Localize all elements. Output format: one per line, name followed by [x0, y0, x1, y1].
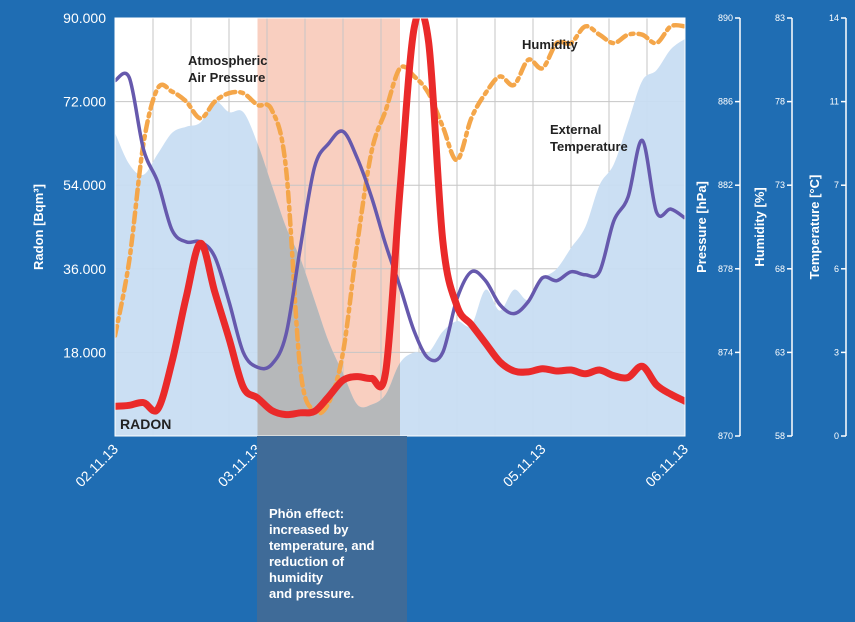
axis-tick-label-2: 83	[775, 13, 785, 23]
radon-axis-label: Radon [Bqm³]	[31, 184, 46, 270]
axis-tick-label-2: 68	[775, 264, 785, 274]
radon-tick-label: 72.000	[63, 94, 106, 110]
axis-label-1: Pressure [hPa]	[694, 181, 709, 273]
axis-tick-label-1: 882	[718, 180, 733, 190]
pressure-area-band-group	[257, 143, 400, 436]
humidity-series-label: Humidity	[522, 37, 578, 52]
axis-tick-label-2: 73	[775, 180, 785, 190]
axis-tick-label-2: 63	[775, 347, 785, 357]
axis-tick-label-1: 874	[718, 347, 733, 357]
x-tick-label: 02.11.13	[72, 441, 121, 490]
axis-label-3: Temperature [°C]	[807, 175, 822, 280]
pressure-series-label: Atmospheric Air Pressure	[188, 53, 267, 85]
axis-tick-label-1: 870	[718, 431, 733, 441]
radon-tick-label: 36.000	[63, 261, 106, 277]
axis-tick-label-3: 6	[834, 264, 839, 274]
axis-tick-label-3: 7	[834, 180, 839, 190]
axis-tick-label-1: 890	[718, 13, 733, 23]
axis-tick-label-3: 0	[834, 431, 839, 441]
radon-line	[115, 18, 685, 419]
axis-tick-label-3: 11	[830, 97, 839, 107]
radon-series-label: RADON	[120, 416, 171, 432]
humidity-line	[115, 22, 685, 416]
radon-tick-label: 90.000	[63, 10, 106, 26]
axis-label-2: Humidity [%]	[752, 187, 767, 266]
temperature-series-label: External Temperature	[550, 122, 628, 154]
radon-tick-label: 18.000	[63, 344, 106, 360]
x-tick-label: 06.11.13	[642, 441, 691, 490]
axis-tick-label-3: 14	[829, 13, 839, 23]
axis-tick-label-2: 78	[775, 97, 785, 107]
axis-tick-label-2: 58	[775, 431, 785, 441]
axis-tick-label-3: 3	[834, 347, 839, 357]
temperature-line	[115, 71, 685, 371]
axis-tick-label-1: 878	[718, 264, 733, 274]
axis-tick-label-1: 886	[718, 97, 733, 107]
phon-annotation-text: Phön effect: increased by temperature, a…	[269, 506, 375, 601]
phon-annotation-band: Phön effect: increased by temperature, a…	[257, 436, 407, 622]
x-tick-label: 05.11.13	[499, 441, 548, 490]
pressure-area-band	[257, 143, 400, 436]
radon-tick-label: 54.000	[63, 177, 106, 193]
